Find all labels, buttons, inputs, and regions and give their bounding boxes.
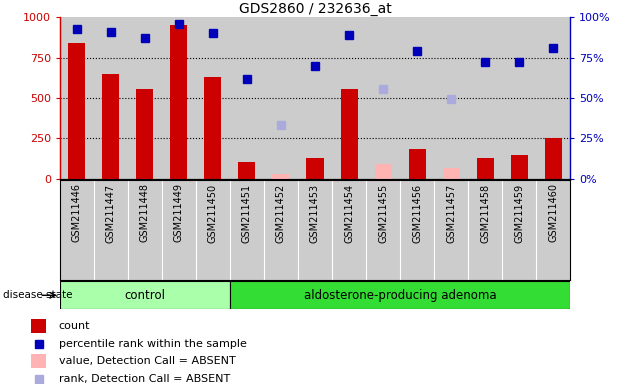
Title: GDS2860 / 232636_at: GDS2860 / 232636_at (239, 2, 391, 16)
Bar (272, 174, 289, 179)
Text: GSM211454: GSM211454 (344, 184, 354, 243)
Text: GSM211452: GSM211452 (276, 184, 286, 243)
Bar (408, 149, 425, 179)
Bar (102, 74, 119, 179)
Text: count: count (59, 321, 90, 331)
Text: GSM211451: GSM211451 (242, 184, 252, 243)
Bar (544, 138, 561, 179)
Bar (31, 354, 47, 368)
Text: percentile rank within the sample: percentile rank within the sample (59, 339, 246, 349)
Text: rank, Detection Call = ABSENT: rank, Detection Call = ABSENT (59, 374, 230, 384)
Bar (170, 25, 188, 179)
Text: GSM211450: GSM211450 (208, 184, 218, 243)
Text: GSM211459: GSM211459 (514, 184, 524, 243)
Text: GSM211447: GSM211447 (106, 184, 116, 243)
Text: GSM211458: GSM211458 (480, 184, 490, 243)
Text: GSM211446: GSM211446 (72, 184, 82, 242)
Bar (510, 155, 528, 179)
Bar (442, 168, 459, 179)
Bar (374, 164, 391, 179)
Text: GSM211457: GSM211457 (446, 184, 456, 243)
Bar (136, 89, 153, 179)
Text: GSM211449: GSM211449 (174, 184, 184, 242)
Text: GSM211455: GSM211455 (378, 184, 388, 243)
Bar (31, 319, 47, 333)
Text: GSM211460: GSM211460 (548, 184, 558, 242)
Bar (60, 281, 230, 309)
Text: value, Detection Call = ABSENT: value, Detection Call = ABSENT (59, 356, 236, 366)
Bar (476, 157, 494, 179)
Bar (204, 77, 222, 179)
Bar (230, 281, 570, 309)
Text: GSM211448: GSM211448 (140, 184, 150, 242)
Text: GSM211453: GSM211453 (310, 184, 320, 243)
Bar (238, 162, 256, 179)
Text: GSM211456: GSM211456 (412, 184, 422, 243)
Bar (340, 89, 358, 179)
Text: disease state: disease state (3, 290, 72, 300)
Bar (306, 157, 324, 179)
Text: control: control (124, 289, 166, 302)
Bar (69, 43, 86, 179)
Text: aldosterone-producing adenoma: aldosterone-producing adenoma (304, 289, 496, 302)
